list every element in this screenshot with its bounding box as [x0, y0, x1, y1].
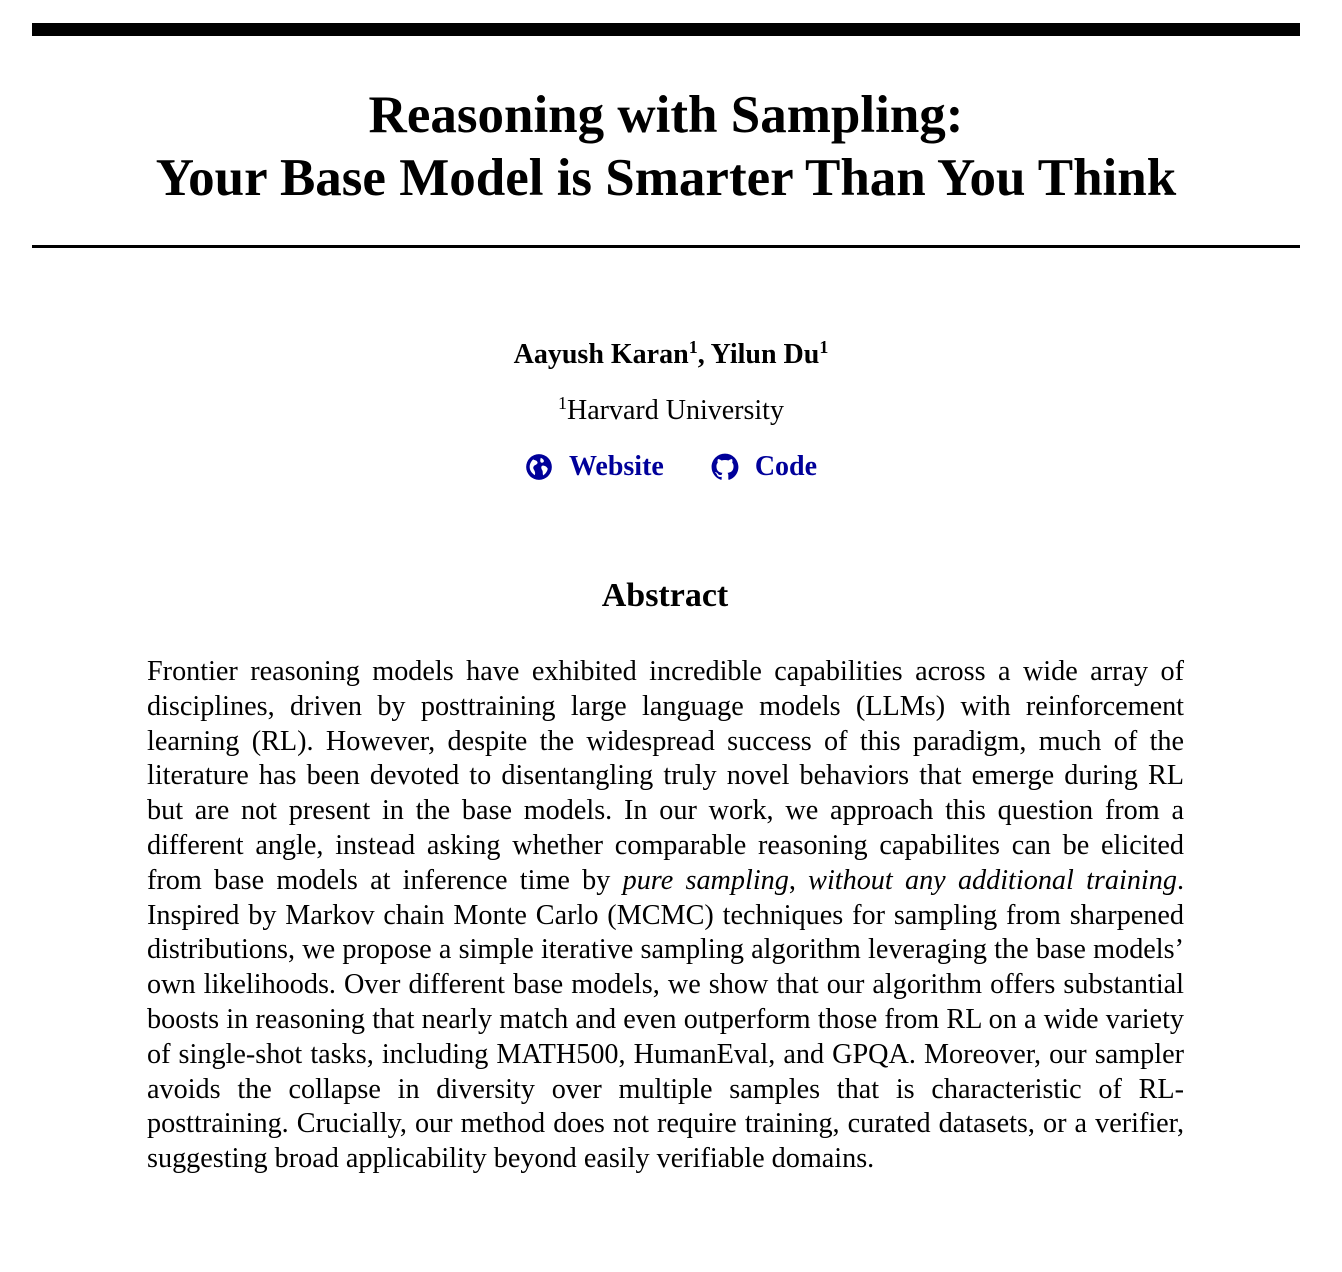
project-links: Website Code [0, 449, 1342, 491]
abstract-emphasis: without any additional training [808, 864, 1177, 896]
abstract-text: , [788, 864, 809, 896]
abstract-heading: Abstract [601, 577, 729, 614]
website-link[interactable]: Website [525, 449, 664, 485]
author-name: Aayush Karan [513, 339, 689, 370]
code-link[interactable]: Code [711, 449, 817, 485]
title-bottom-rule [32, 245, 1300, 248]
github-icon [711, 453, 739, 480]
abstract-emphasis: pure sampling [622, 864, 789, 896]
paper-title: Reasoning with Sampling: Your Base Model… [32, 84, 1300, 210]
abstract-text: . Inspired by Markov chain Monte Carlo (… [147, 864, 1184, 1175]
affiliation-mark: 1 [688, 337, 698, 357]
abstract-text: Frontier reasoning models have exhibited… [147, 656, 1184, 896]
code-link-label: Code [754, 451, 818, 482]
affiliation-name: Harvard University [567, 395, 784, 426]
affiliation-mark: 1 [819, 337, 829, 357]
website-link-label: Website [568, 451, 664, 482]
title-top-rule [32, 23, 1300, 36]
author-list: Aayush Karan1, Yilun Du1 [0, 337, 1342, 373]
affiliation: 1Harvard University [0, 393, 1342, 429]
globe-icon [526, 454, 552, 480]
affiliation-mark: 1 [558, 393, 568, 413]
author-separator: , [697, 339, 711, 370]
abstract-body: Frontier reasoning models have exhibited… [147, 655, 1184, 1177]
paper-title-line-1: Reasoning with Sampling: [368, 86, 964, 144]
paper-title-line-2: Your Base Model is Smarter Than You Thin… [155, 149, 1177, 207]
author-name: Yilun Du [710, 339, 820, 370]
